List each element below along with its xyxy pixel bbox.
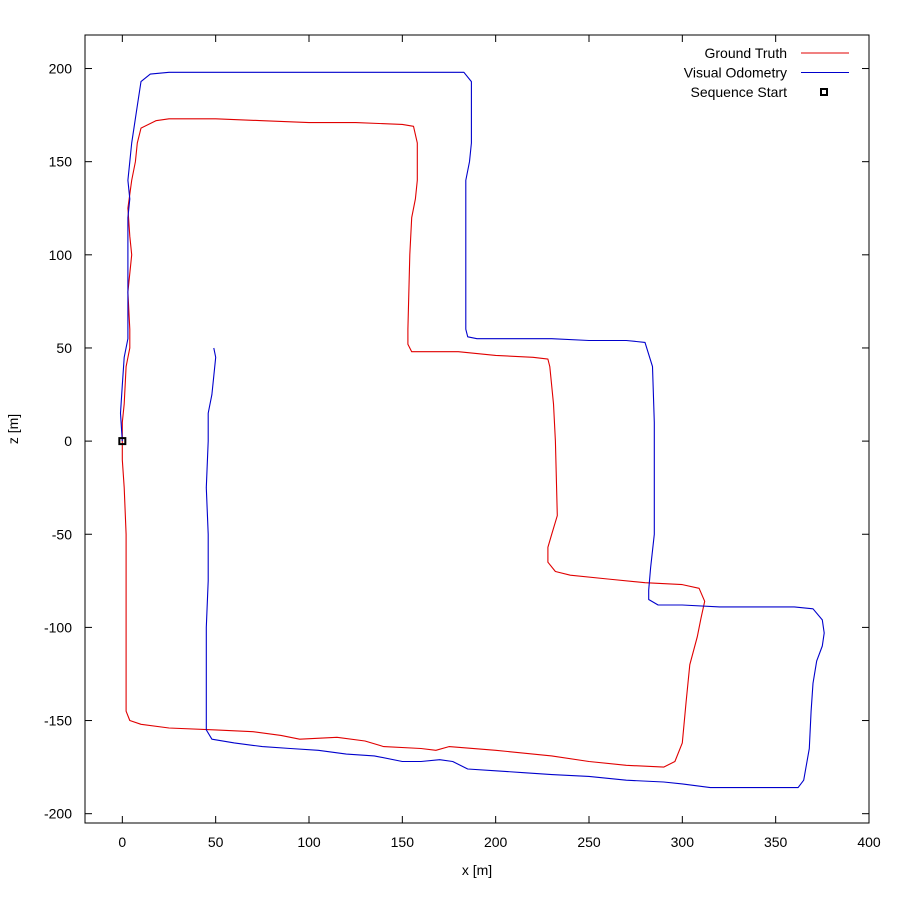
sequence-start-marker xyxy=(118,437,127,446)
x-tick-label: 200 xyxy=(484,834,508,850)
tick-layer: 0 50 100 150 200 250 300 350 400 -200 -150 -100 -50 0… xyxy=(44,35,881,850)
series-layer xyxy=(118,71,825,789)
legend-label-ground-truth: Ground Truth xyxy=(705,45,788,61)
y-tick-label: -200 xyxy=(44,806,72,822)
y-tick-label: 100 xyxy=(49,247,73,263)
y-tick-label: 150 xyxy=(49,154,73,170)
legend-swatch-sequence-start xyxy=(820,88,828,96)
x-axis-label: x [m] xyxy=(462,862,492,878)
x-tick-label: 50 xyxy=(208,834,224,850)
x-tick-label: 300 xyxy=(671,834,695,850)
legend-label-visual-odometry: Visual Odometry xyxy=(684,65,787,81)
x-tick-label: 100 xyxy=(297,834,321,850)
x-tick-label: 400 xyxy=(857,834,881,850)
y-tick-label: 50 xyxy=(56,340,72,356)
y-tick-label: -100 xyxy=(44,619,72,635)
y-axis-label: z [m] xyxy=(5,414,21,444)
y-tick-label: 200 xyxy=(49,61,73,77)
y-tick-label: -150 xyxy=(44,713,72,729)
y-tick-label: 0 xyxy=(64,433,72,449)
x-tick-label: 250 xyxy=(577,834,601,850)
y-tick-label: -50 xyxy=(52,526,72,542)
series-line-visual-odometry xyxy=(119,71,825,789)
x-tick-label: 150 xyxy=(391,834,415,850)
legend-label-sequence-start: Sequence Start xyxy=(690,84,787,100)
x-tick-label: 350 xyxy=(764,834,788,850)
plot-frame xyxy=(84,34,870,824)
series-line-ground-truth xyxy=(121,118,706,768)
legend: Ground Truth Visual Odometry Sequence Star… xyxy=(684,45,849,100)
x-tick-label: 0 xyxy=(118,834,126,850)
